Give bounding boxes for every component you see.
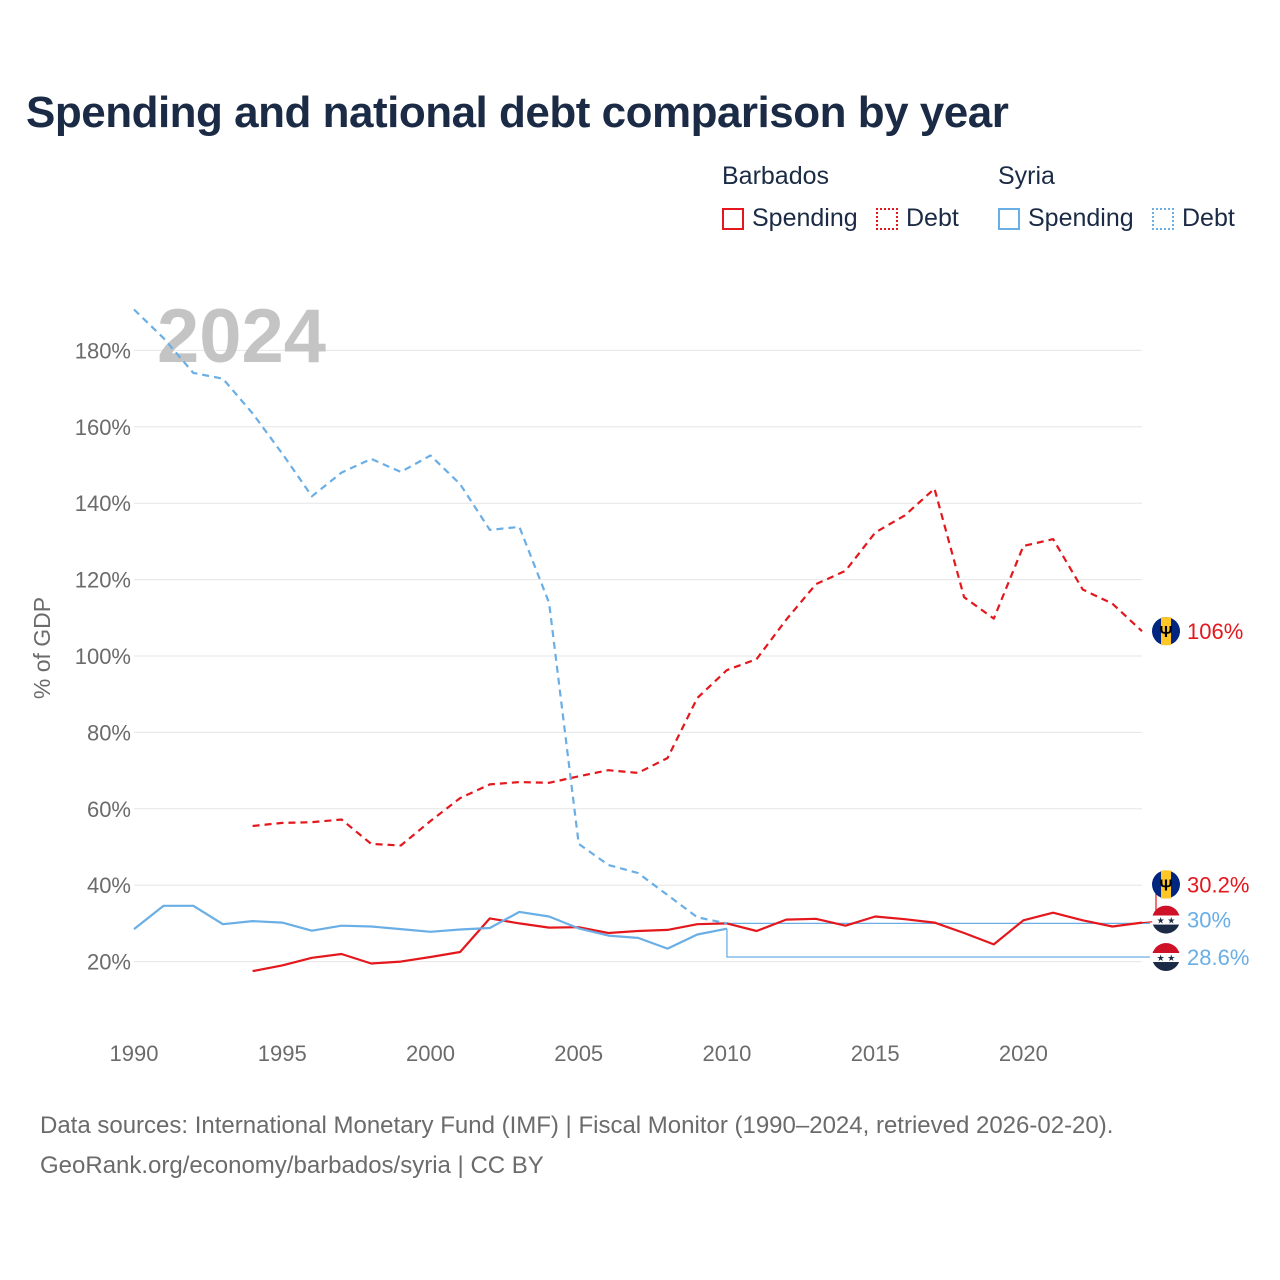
trident-icon: Ψ <box>1160 877 1173 894</box>
x-tick-label: 1995 <box>258 1041 307 1066</box>
attribution-text: GeoRank.org/economy/barbados/syria | CC … <box>40 1152 544 1179</box>
y-tick-label: 140% <box>75 491 131 516</box>
barbados-flag-marker: Ψ <box>1152 617 1180 646</box>
barbados-spending-line <box>252 911 1143 973</box>
y-tick-label: 60% <box>87 797 131 822</box>
year-watermark: 2024 <box>157 294 326 379</box>
x-tick-label: 2000 <box>406 1041 455 1066</box>
y-tick-label: 160% <box>75 415 131 440</box>
flag-bands: ★ ★ <box>1152 943 1180 972</box>
flag-band-dark <box>1152 962 1180 972</box>
legend-swatch-solid <box>722 207 744 230</box>
y-axis-label: % of GDP <box>29 597 55 699</box>
star-icon: ★ ★ <box>1157 953 1176 963</box>
syria-spending-connector <box>726 928 1150 958</box>
barbados-flag-marker: Ψ <box>1152 870 1180 899</box>
flag-bands: ★ ★ <box>1152 905 1180 934</box>
legend-item-syria-spending[interactable]: Spending <box>998 204 1134 233</box>
y-tick-label: 20% <box>87 950 131 975</box>
end-label: 28.6% <box>1187 945 1249 970</box>
chart-title: Spending and national debt comparison by… <box>26 88 1009 137</box>
legend-group-name: Barbados <box>722 162 830 190</box>
y-tick-label: 40% <box>87 873 131 898</box>
legend-swatch-dotted <box>1152 207 1174 230</box>
legend-swatch-dotted <box>876 207 898 230</box>
legend-group-name: Syria <box>998 162 1055 190</box>
flag-band-gold <box>1161 617 1171 646</box>
syria-spending-line <box>133 904 728 950</box>
end-label: 106% <box>1187 619 1243 644</box>
star-icon: ★ ★ <box>1157 916 1176 926</box>
syria-debt-line <box>133 308 728 925</box>
syria-flag-marker: ★ ★ <box>1152 905 1180 934</box>
x-tick-label: 2005 <box>554 1041 603 1066</box>
legend-item-syria-debt[interactable]: Debt <box>1152 204 1235 233</box>
x-tick-label: 2020 <box>999 1041 1048 1066</box>
flag-band-gold <box>1161 870 1171 899</box>
syria-flag-marker: ★ ★ <box>1152 943 1180 972</box>
x-tick-label: 2010 <box>702 1041 751 1066</box>
legend-label: Debt <box>906 204 959 232</box>
legend-label: Debt <box>1182 204 1235 232</box>
barbados-debt-line <box>252 487 1143 847</box>
footer: Data sources: International Monetary Fun… <box>40 1106 1113 1186</box>
legend-item-barbados-debt[interactable]: Debt <box>876 204 959 233</box>
legend-label: Spending <box>1028 204 1134 232</box>
flag-band-dark <box>1152 924 1180 934</box>
legend-swatch-solid <box>998 207 1020 230</box>
flag-band-white <box>1152 953 1180 963</box>
legend-label: Spending <box>752 204 858 232</box>
trident-icon: Ψ <box>1160 624 1173 641</box>
flag-band-white <box>1152 915 1180 925</box>
x-tick-label: 2015 <box>851 1041 900 1066</box>
data-source-text: Data sources: International Monetary Fun… <box>40 1112 1114 1139</box>
x-tick-label: 1990 <box>110 1041 159 1066</box>
y-tick-label: 180% <box>75 338 131 363</box>
end-label: 30.2% <box>1187 872 1249 897</box>
y-tick-label: 120% <box>75 568 131 593</box>
flag-band-red <box>1152 943 1180 954</box>
y-tick-label: 80% <box>87 720 131 745</box>
flag-band-red <box>1152 905 1180 916</box>
legend-item-barbados-spending[interactable]: Spending <box>722 204 858 233</box>
y-tick-label: 100% <box>75 644 131 669</box>
end-label: 30% <box>1187 908 1231 933</box>
